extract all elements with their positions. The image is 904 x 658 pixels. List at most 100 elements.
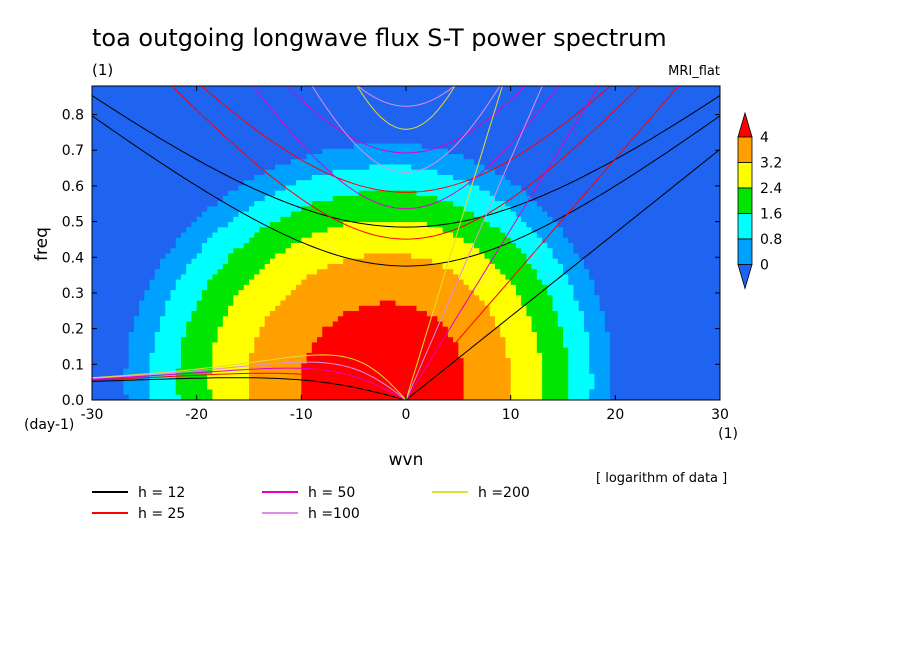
- field-cell: [233, 190, 240, 197]
- field-cell: [505, 258, 512, 265]
- field-cell: [657, 106, 664, 113]
- field-cell: [102, 300, 109, 307]
- field-cell: [290, 222, 297, 228]
- field-cell: [243, 284, 250, 291]
- field-cell: [249, 127, 255, 134]
- field-cell: [228, 248, 234, 255]
- field-cell: [442, 101, 449, 108]
- field-cell: [327, 274, 334, 281]
- field-cell: [301, 91, 308, 98]
- field-cell: [306, 117, 313, 124]
- field-cell: [379, 253, 386, 260]
- field-cell: [264, 211, 271, 218]
- field-cell: [337, 133, 344, 139]
- field-cell: [222, 143, 229, 150]
- field-cell: [646, 227, 653, 234]
- field-cell: [442, 279, 449, 286]
- field-cell: [474, 195, 480, 202]
- field-cell: [568, 174, 575, 181]
- field-cell: [191, 253, 198, 260]
- field-cell: [97, 227, 104, 234]
- field-cell: [144, 101, 151, 108]
- field-cell: [484, 143, 491, 150]
- field-cell: [102, 138, 109, 145]
- field-cell: [531, 243, 538, 249]
- field-cell: [112, 258, 119, 265]
- field-cell: [636, 227, 643, 234]
- field-cell: [620, 148, 627, 155]
- field-cell: [118, 237, 124, 244]
- field-cell: [343, 180, 350, 187]
- field-cell: [714, 279, 720, 286]
- field-cell: [395, 174, 402, 181]
- field-cell: [714, 127, 720, 134]
- field-cell: [683, 122, 690, 129]
- field-cell: [217, 290, 224, 296]
- field-cell: [285, 248, 292, 255]
- field-cell: [662, 258, 669, 265]
- field-cell: [238, 91, 245, 98]
- field-cell: [453, 300, 459, 307]
- field-cell: [322, 206, 329, 213]
- field-cell: [542, 290, 548, 296]
- field-cell: [369, 101, 376, 108]
- field-cell: [557, 263, 564, 270]
- field-cell: [521, 206, 527, 213]
- field-cell: [678, 148, 684, 155]
- field-cell: [196, 112, 203, 118]
- field-cell: [92, 284, 98, 291]
- field-cell: [149, 127, 156, 134]
- field-cell: [180, 274, 187, 281]
- field-cell: [683, 169, 690, 176]
- field-cell: [327, 148, 334, 155]
- field-cell: [458, 227, 465, 234]
- field-cell: [604, 127, 611, 134]
- field-cell: [432, 106, 438, 113]
- field-cell: [102, 169, 109, 176]
- field-cell: [269, 216, 276, 223]
- field-cell: [432, 279, 438, 286]
- field-cell: [285, 185, 292, 192]
- field-cell: [97, 279, 104, 286]
- field-cell: [228, 269, 234, 275]
- field-cell: [118, 279, 124, 286]
- field-cell: [500, 185, 507, 192]
- field-cell: [620, 101, 627, 108]
- field-cell: [468, 180, 475, 187]
- field-cell: [249, 248, 255, 255]
- field-cell: [144, 211, 151, 218]
- field-cell: [432, 101, 438, 108]
- field-cell: [426, 258, 433, 265]
- field-cell: [615, 274, 622, 281]
- field-cell: [165, 253, 172, 260]
- field-cell: [521, 185, 527, 192]
- field-cell: [426, 232, 433, 239]
- field-cell: [201, 180, 208, 187]
- field-cell: [714, 201, 720, 207]
- field-cell: [254, 211, 261, 218]
- field-cell: [672, 101, 679, 108]
- field-cell: [275, 154, 281, 160]
- field-cell: [285, 159, 292, 166]
- field-cell: [578, 96, 585, 103]
- field-cell: [641, 190, 648, 197]
- field-cell: [275, 211, 281, 218]
- field-cell: [233, 106, 240, 113]
- field-cell: [233, 274, 240, 281]
- field-cell: [458, 232, 465, 239]
- field-cell: [139, 174, 145, 181]
- field-cell: [186, 243, 193, 249]
- field-cell: [233, 86, 240, 92]
- field-cell: [285, 96, 292, 103]
- field-cell: [207, 86, 213, 92]
- field-cell: [411, 148, 418, 155]
- field-cell: [447, 190, 454, 197]
- field-cell: [699, 263, 705, 270]
- field-cell: [526, 211, 533, 218]
- field-cell: [531, 211, 538, 218]
- field-cell: [343, 154, 350, 160]
- field-cell: [343, 185, 350, 192]
- field-cell: [583, 127, 590, 134]
- field-cell: [259, 154, 266, 160]
- field-cell: [160, 106, 166, 113]
